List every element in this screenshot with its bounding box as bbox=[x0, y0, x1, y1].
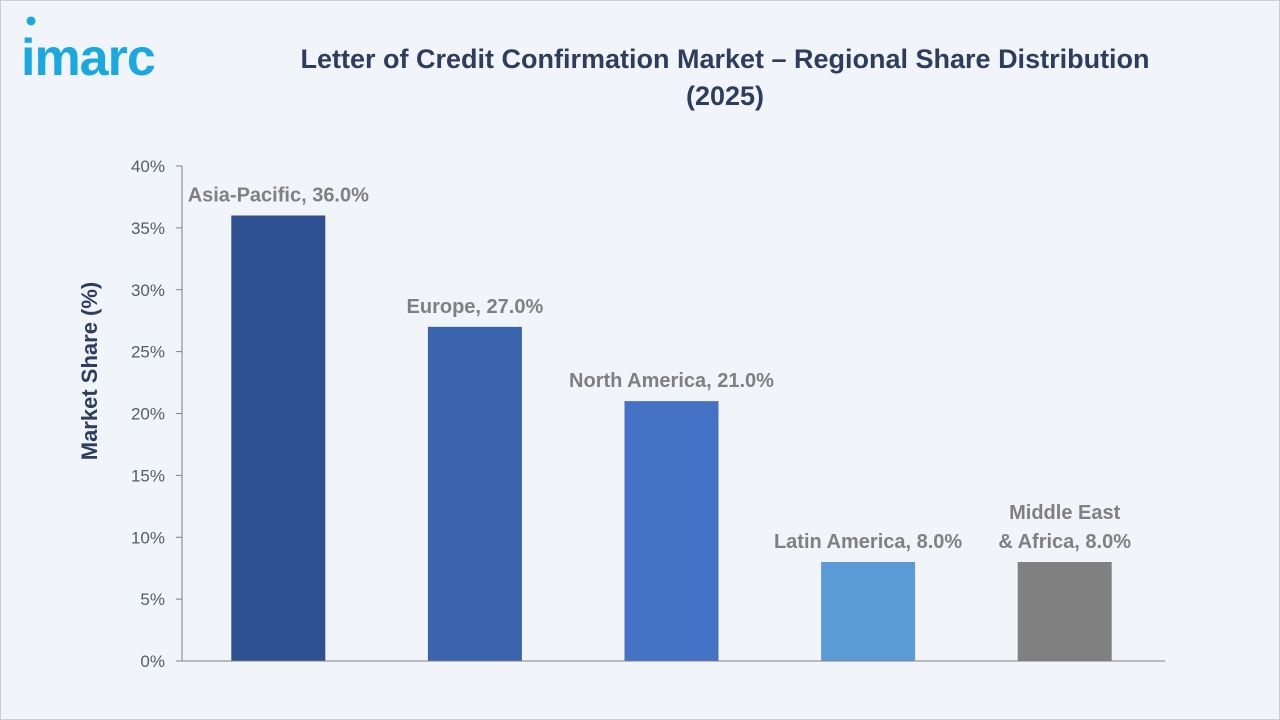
data-label: & Africa, 8.0% bbox=[998, 531, 1131, 553]
chart-title-line-1: Letter of Credit Confirmation Market – R… bbox=[300, 44, 1150, 74]
logo-wordmark: imarc bbox=[21, 29, 155, 85]
y-tick-label: 5% bbox=[140, 590, 165, 609]
y-tick-label: 20% bbox=[131, 405, 165, 424]
bar-latin-america bbox=[821, 562, 916, 661]
y-tick-label: 40% bbox=[131, 157, 165, 176]
y-tick-label: 35% bbox=[131, 219, 165, 238]
y-tick-label: 10% bbox=[131, 528, 165, 547]
y-tick-label: 30% bbox=[131, 281, 165, 300]
data-label: North America, 21.0% bbox=[569, 370, 774, 392]
bar-north-america bbox=[624, 401, 719, 661]
data-label: Latin America, 8.0% bbox=[774, 531, 962, 553]
bar-asia-pacific bbox=[231, 215, 326, 661]
imarc-logo: imarc bbox=[21, 16, 156, 85]
y-tick-label: 25% bbox=[131, 343, 165, 362]
data-label: Middle East bbox=[1009, 502, 1120, 524]
chart-title-line-2: (2025) bbox=[685, 81, 765, 111]
logo-dot bbox=[26, 16, 36, 26]
y-axis-title: Market Share (%) bbox=[77, 282, 102, 461]
y-tick-label: 0% bbox=[140, 652, 165, 671]
chart-title: Letter of Credit Confirmation Market – R… bbox=[271, 41, 1179, 115]
bar-europe bbox=[427, 326, 522, 661]
bar-middle-east-africa bbox=[1017, 562, 1112, 661]
data-label: Europe, 27.0% bbox=[407, 296, 544, 318]
data-label: Asia-Pacific, 36.0% bbox=[188, 185, 369, 207]
y-tick-label: 15% bbox=[131, 466, 165, 485]
